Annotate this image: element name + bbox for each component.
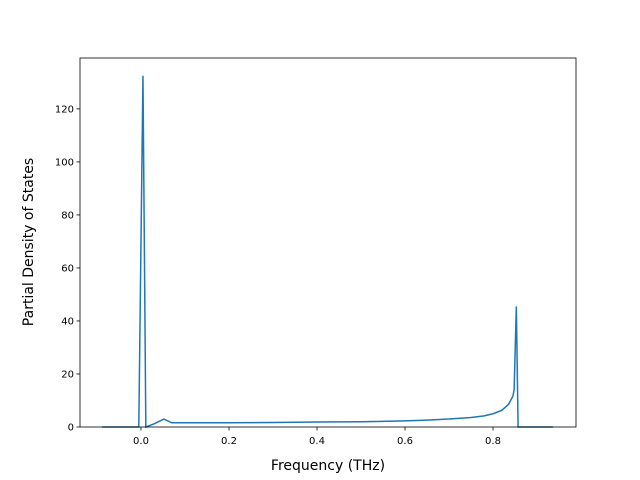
y-axis-label: Partial Density of States <box>21 158 37 326</box>
x-tick-label: 0.8 <box>485 436 501 447</box>
y-tick-label: 80 <box>61 210 74 221</box>
line <box>102 75 553 429</box>
y-tick-label: 0 <box>68 423 74 434</box>
y-tick-label: 100 <box>55 157 74 168</box>
plot-area <box>102 75 553 429</box>
y-tick-label: 20 <box>61 369 74 380</box>
x-tick-label: 0.2 <box>221 436 237 447</box>
axes-frame <box>79 57 577 428</box>
y-tick-label: 40 <box>61 316 74 327</box>
x-tick-label: 0.4 <box>309 436 325 447</box>
x-tick-label: 0.6 <box>397 436 413 447</box>
y-tick-label: 120 <box>55 104 74 115</box>
x-tick-label: 0.0 <box>133 436 149 447</box>
x-axis-label: Frequency (THz) <box>271 458 385 474</box>
y-tick-label: 60 <box>61 263 74 274</box>
